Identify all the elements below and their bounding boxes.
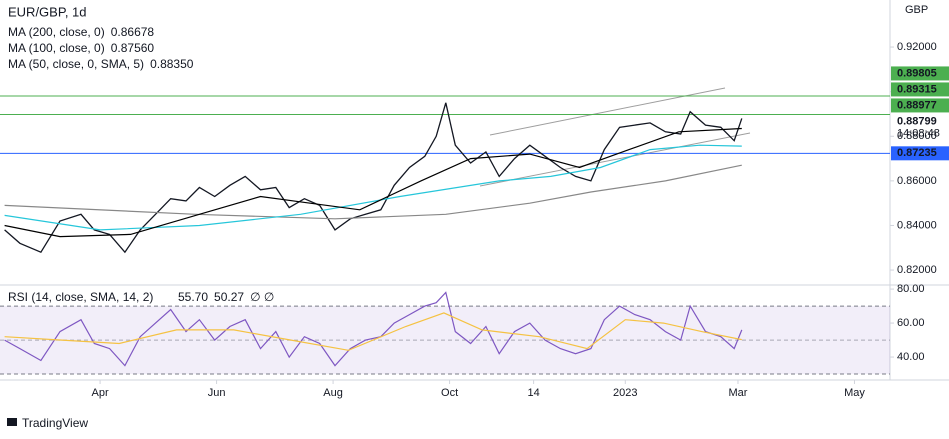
level-label: 0.88977 [897, 99, 937, 111]
x-tick-label: Jun [208, 387, 226, 399]
series-line [4, 102, 743, 254]
currency: GBP [905, 4, 928, 16]
legend-na: ∅ ∅ [250, 290, 274, 304]
y-tick-label: 0.84000 [897, 219, 937, 231]
last-price: 0.88799 [897, 115, 937, 127]
level-label: 0.89805 [897, 67, 937, 79]
x-tick-label: Oct [441, 387, 458, 399]
x-tick-label: Apr [92, 387, 109, 399]
logo [7, 418, 17, 426]
x-tick-label: May [844, 387, 865, 399]
legend-name: MA (200, close, 0) [8, 25, 105, 39]
brand: TradingView [22, 416, 88, 430]
y-tick-label: 0.88000 [897, 130, 937, 142]
rsi-title: RSI (14, close, SMA, 14, 2) [8, 290, 153, 304]
legend-value: 50.27 [214, 290, 244, 304]
legend-value: 0.88350 [150, 57, 194, 71]
y-tick-label: 60.00 [897, 317, 925, 329]
level-label: 0.87235 [897, 147, 937, 159]
level-label-box [891, 82, 949, 97]
series-line [4, 291, 743, 367]
series-line [4, 312, 742, 351]
legend-value: 0.86678 [111, 25, 155, 39]
x-tick-label: 14 [527, 387, 539, 399]
level-label-box [891, 98, 949, 113]
legend-name: MA (100, close, 0) [8, 41, 105, 55]
legend-value: 55.70 [178, 290, 208, 304]
x-tick-label: Aug [323, 387, 343, 399]
symbol-title: EUR/GBP, 1d [8, 4, 87, 19]
y-tick-label: 0.86000 [897, 175, 937, 187]
series-line [4, 164, 742, 220]
level-label-box [891, 146, 949, 161]
y-tick-label: 0.92000 [897, 41, 937, 53]
y-tick-label: 80.00 [897, 283, 925, 295]
y-tick-label: 40.00 [897, 351, 925, 363]
level-label: 0.89315 [897, 83, 937, 95]
legend-value: 0.87560 [111, 41, 155, 55]
x-tick-label: 2023 [613, 387, 637, 399]
y-tick-label: 0.82000 [897, 264, 937, 276]
channel-lower [479, 132, 751, 187]
x-tick-label: Mar [728, 387, 747, 399]
series-line [4, 127, 742, 238]
series-line [4, 144, 742, 231]
level-label-box [891, 66, 949, 81]
legend-name: MA (50, close, 0, SMA, 5) [8, 57, 144, 71]
countdown: 14:08:48 [897, 127, 940, 139]
